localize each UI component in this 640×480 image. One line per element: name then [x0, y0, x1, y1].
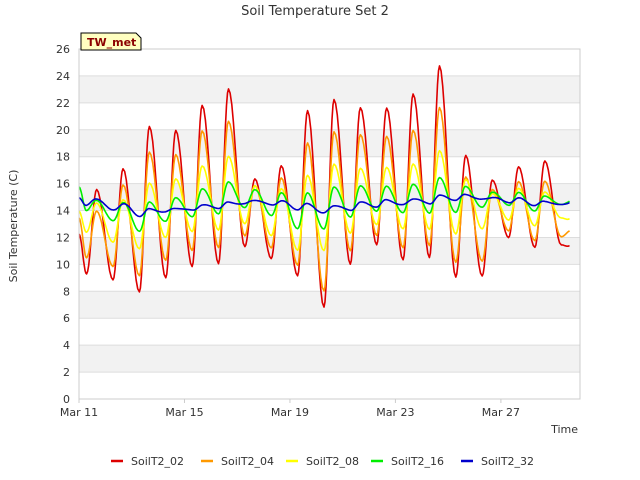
grid-band	[79, 372, 580, 399]
grid-band	[79, 129, 580, 157]
y-tick-label: 24	[56, 70, 70, 83]
legend-label: SoilT2_16	[391, 455, 444, 468]
series-lines	[78, 65, 571, 308]
legend-label: SoilT2_04	[221, 455, 274, 468]
x-tick-label: Mar 27	[482, 406, 520, 419]
grid-band	[79, 264, 580, 292]
series-line-soilt2-08	[78, 149, 570, 252]
y-tick-label: 16	[56, 178, 70, 191]
x-tick-label: Mar 19	[271, 406, 309, 419]
y-tick-label: 4	[63, 339, 70, 352]
y-tick-label: 2	[63, 366, 70, 379]
grid-band	[79, 318, 580, 346]
plot-border	[78, 48, 581, 400]
grid-band	[79, 345, 580, 373]
x-axis-label: Time	[550, 423, 578, 436]
x-tick-label: Mar 15	[165, 406, 203, 419]
y-tick-label: 18	[56, 151, 70, 164]
station-badge: TW_met	[80, 32, 142, 51]
badge-shape	[80, 32, 142, 51]
y-axis-label: Soil Temperature (C)	[7, 170, 20, 283]
grid-band	[79, 237, 580, 265]
grid-band	[79, 75, 580, 103]
y-tick-label: 8	[63, 285, 70, 298]
series-line-soilt2-04	[78, 106, 571, 292]
x-axis-ticks: Mar 11 Mar 15 Mar 19 Mar 23 Mar 27	[60, 399, 520, 419]
grid-band	[79, 291, 580, 319]
y-tick-label: 26	[56, 43, 70, 56]
badge-label: TW_met	[87, 36, 136, 49]
y-tick-label: 12	[56, 231, 70, 244]
series-line-soilt2-16	[78, 176, 570, 233]
legend-label: SoilT2_08	[306, 455, 359, 468]
x-tick-label: Mar 23	[376, 406, 414, 419]
y-tick-label: 0	[63, 393, 70, 406]
legend-label: SoilT2_02	[131, 455, 184, 468]
legend-label: SoilT2_32	[481, 455, 534, 468]
y-tick-label: 22	[56, 97, 70, 110]
grid-band	[79, 49, 580, 76]
legend: SoilT2_02 SoilT2_04 SoilT2_08 SoilT2_16 Soil…	[111, 455, 534, 468]
series-line-soilt2-32	[78, 193, 570, 218]
y-tick-label: 10	[56, 258, 70, 271]
y-tick-label: 20	[56, 124, 70, 137]
x-tick-label: Mar 11	[60, 406, 98, 419]
grid-band	[79, 102, 580, 130]
chart-title: Soil Temperature Set 2	[241, 4, 389, 19]
y-tick-label: 6	[63, 312, 70, 325]
y-tick-label: 14	[56, 205, 70, 218]
